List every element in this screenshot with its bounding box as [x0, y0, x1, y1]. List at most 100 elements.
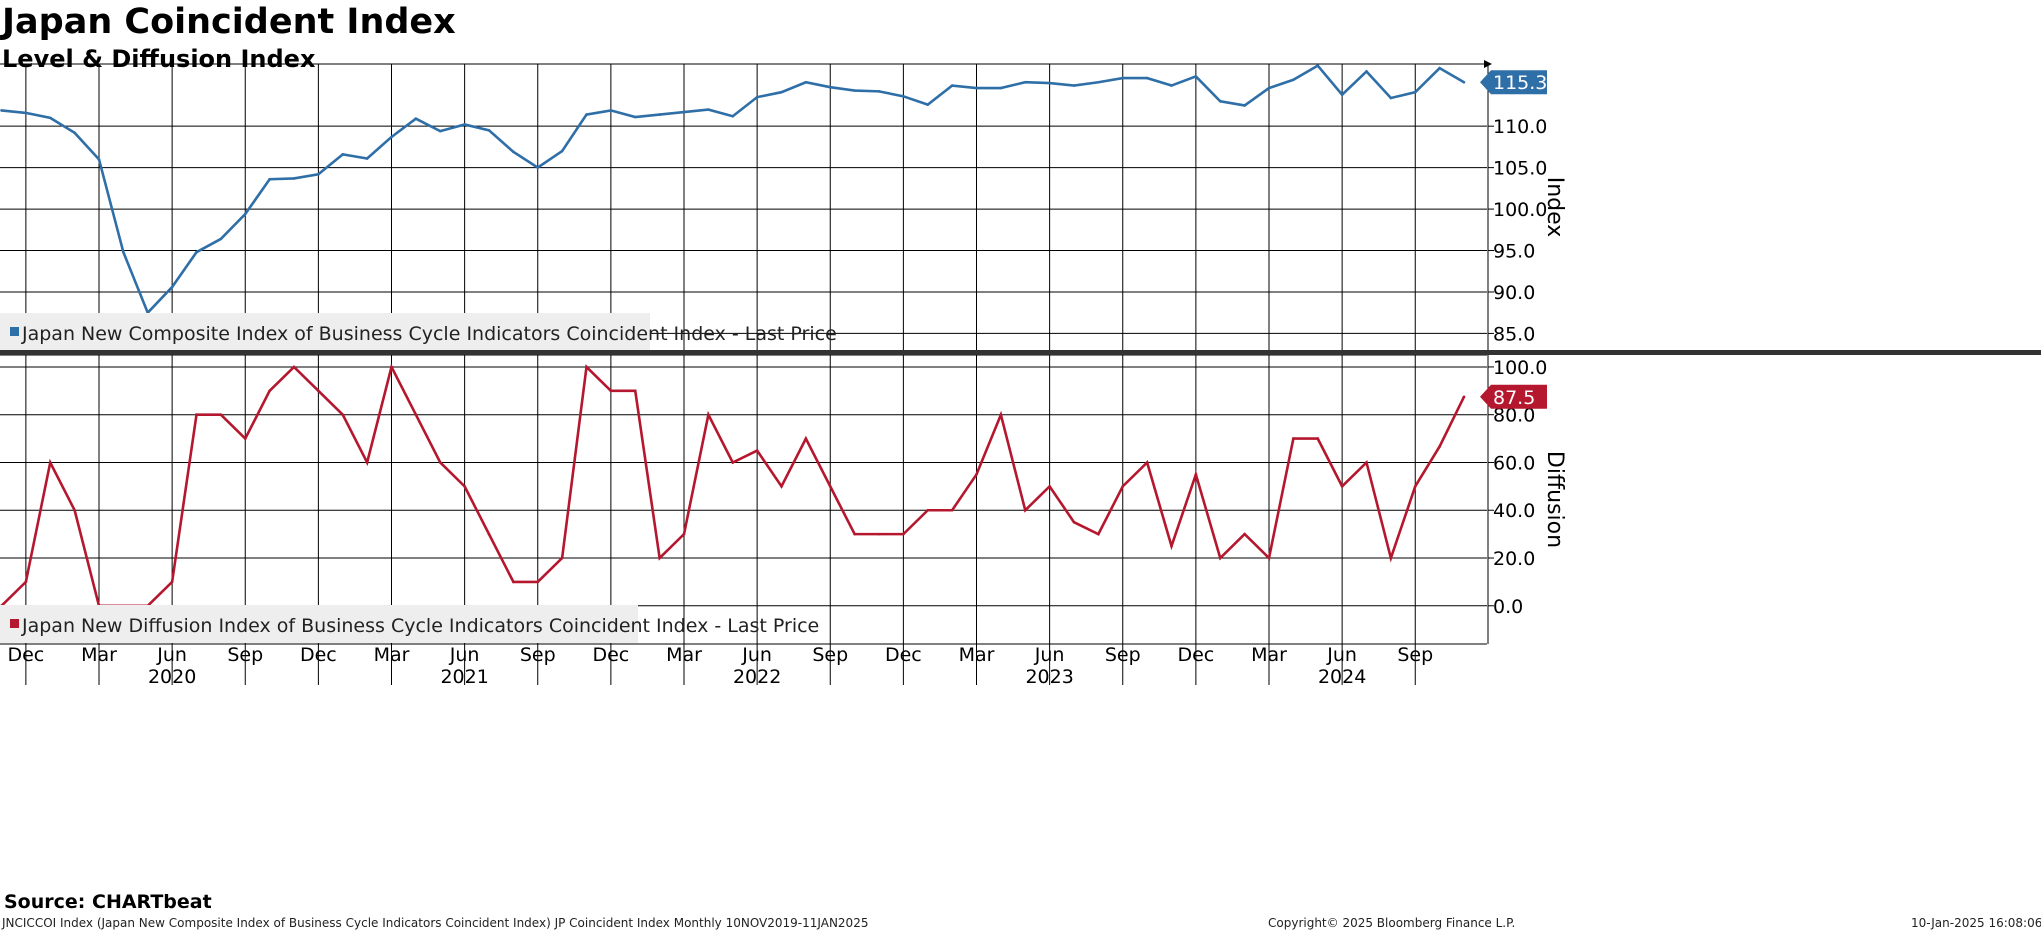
level-point — [1365, 70, 1368, 73]
x-month-label: Mar — [1251, 644, 1287, 666]
level-point — [1121, 76, 1125, 80]
chart-canvas: 85.0 90.0 95.0 100.0 105.0 110.0 Index 115.3 Jap… — [0, 60, 2041, 688]
level-point — [877, 90, 881, 93]
level-point — [268, 177, 271, 181]
panel-divider — [0, 350, 2041, 355]
x-month-label: Mar — [374, 644, 410, 666]
diffusion-point — [341, 413, 345, 417]
level-last-value-label: 115.3 — [1493, 72, 1547, 94]
diffusion-point — [48, 461, 52, 464]
level-point — [585, 113, 588, 116]
axis-top-arrow — [1484, 60, 1492, 68]
level-point — [926, 103, 930, 106]
diffusion-point — [414, 413, 418, 417]
x-month-label: Jun — [156, 644, 187, 666]
level-point — [707, 108, 710, 111]
level-point — [1316, 64, 1320, 67]
diffusion-point — [1194, 473, 1198, 476]
x-month-label: Dec — [7, 644, 44, 666]
diffusion-point — [902, 532, 905, 536]
level-point — [975, 86, 978, 90]
level-point — [755, 95, 759, 99]
level-point — [1438, 66, 1441, 70]
level-point — [243, 212, 247, 216]
x-year-label: 2024 — [1318, 666, 1366, 688]
level-point — [1340, 93, 1344, 96]
x-month-label: Sep — [520, 644, 556, 666]
x-year-label: 2023 — [1025, 666, 1073, 688]
diffusion-point — [1438, 445, 1441, 448]
diffusion-point — [1218, 556, 1222, 560]
level-point — [414, 117, 418, 121]
diffusion-point — [73, 508, 76, 512]
level-ytick-label: 85.0 — [1493, 323, 1535, 345]
diffusion-point — [1097, 532, 1100, 536]
level-point — [536, 166, 540, 169]
level-point — [1413, 90, 1417, 94]
x-month-label: Dec — [592, 644, 629, 666]
diffusion-point — [243, 437, 247, 440]
level-point — [950, 84, 954, 87]
x-year-label: 2021 — [440, 666, 488, 688]
diffusion-point — [536, 580, 540, 584]
diffusion-ytick-label: 60.0 — [1493, 452, 1535, 474]
diffusion-point — [463, 485, 466, 488]
chart-description: JNCICCOI Index (Japan New Composite Inde… — [2, 916, 869, 930]
level-point — [682, 110, 686, 114]
diffusion-point — [268, 389, 271, 393]
chart-source: Source: CHARTbeat — [4, 891, 212, 913]
diffusion-point — [390, 365, 393, 369]
level-point — [658, 113, 661, 116]
level-point — [292, 177, 296, 180]
level-point — [1292, 78, 1295, 82]
diffusion-point — [1243, 532, 1246, 536]
level-ytick-label: 95.0 — [1493, 241, 1535, 263]
diffusion-point — [633, 389, 637, 393]
diffusion-point — [877, 532, 881, 536]
level-point — [48, 116, 52, 120]
x-month-label: Sep — [227, 644, 263, 666]
diffusion-ytick-label: 0.0 — [1493, 596, 1523, 618]
level-point — [560, 149, 564, 153]
x-month-label: Jun — [1326, 644, 1357, 666]
level-axis-title: Index — [1542, 177, 1567, 238]
diffusion-point — [609, 389, 613, 393]
diffusion-point — [1413, 485, 1417, 488]
level-point — [1218, 100, 1222, 103]
diffusion-point — [682, 532, 686, 536]
diffusion-ytick-label: 20.0 — [1493, 548, 1535, 570]
diffusion-point — [292, 365, 296, 369]
diffusion-point — [707, 413, 710, 417]
x-month-label: Jun — [1034, 644, 1065, 666]
diffusion-point — [512, 580, 515, 584]
x-month-label: Dec — [885, 644, 922, 666]
diffusion-point — [780, 485, 783, 488]
level-point — [804, 80, 808, 84]
x-year-label: 2022 — [733, 666, 781, 688]
diffusion-point — [1316, 437, 1320, 440]
diffusion-point — [438, 461, 442, 464]
level-point — [73, 131, 76, 135]
diffusion-point — [658, 556, 661, 560]
level-ytick-label: 100.0 — [1493, 199, 1547, 221]
level-ytick-label: 90.0 — [1493, 282, 1535, 304]
level-point — [170, 285, 174, 289]
x-month-label: Jun — [741, 644, 772, 666]
diffusion-point — [1121, 485, 1125, 488]
level-point — [1023, 80, 1027, 84]
chart-timestamp: 10-Jan-2025 16:08:06 — [1911, 916, 2041, 930]
level-point — [195, 250, 198, 254]
level-point — [1267, 86, 1271, 90]
level-point — [633, 115, 637, 119]
diffusion-point — [317, 389, 320, 393]
level-point — [317, 172, 320, 176]
diffusion-point — [487, 532, 491, 536]
level-point — [1097, 80, 1100, 84]
diffusion-point — [853, 532, 856, 536]
level-point — [512, 150, 515, 154]
diffusion-point — [195, 413, 198, 417]
diffusion-point — [585, 365, 588, 369]
level-point — [487, 129, 491, 132]
level-point — [1243, 104, 1246, 107]
level-point — [1462, 80, 1466, 84]
